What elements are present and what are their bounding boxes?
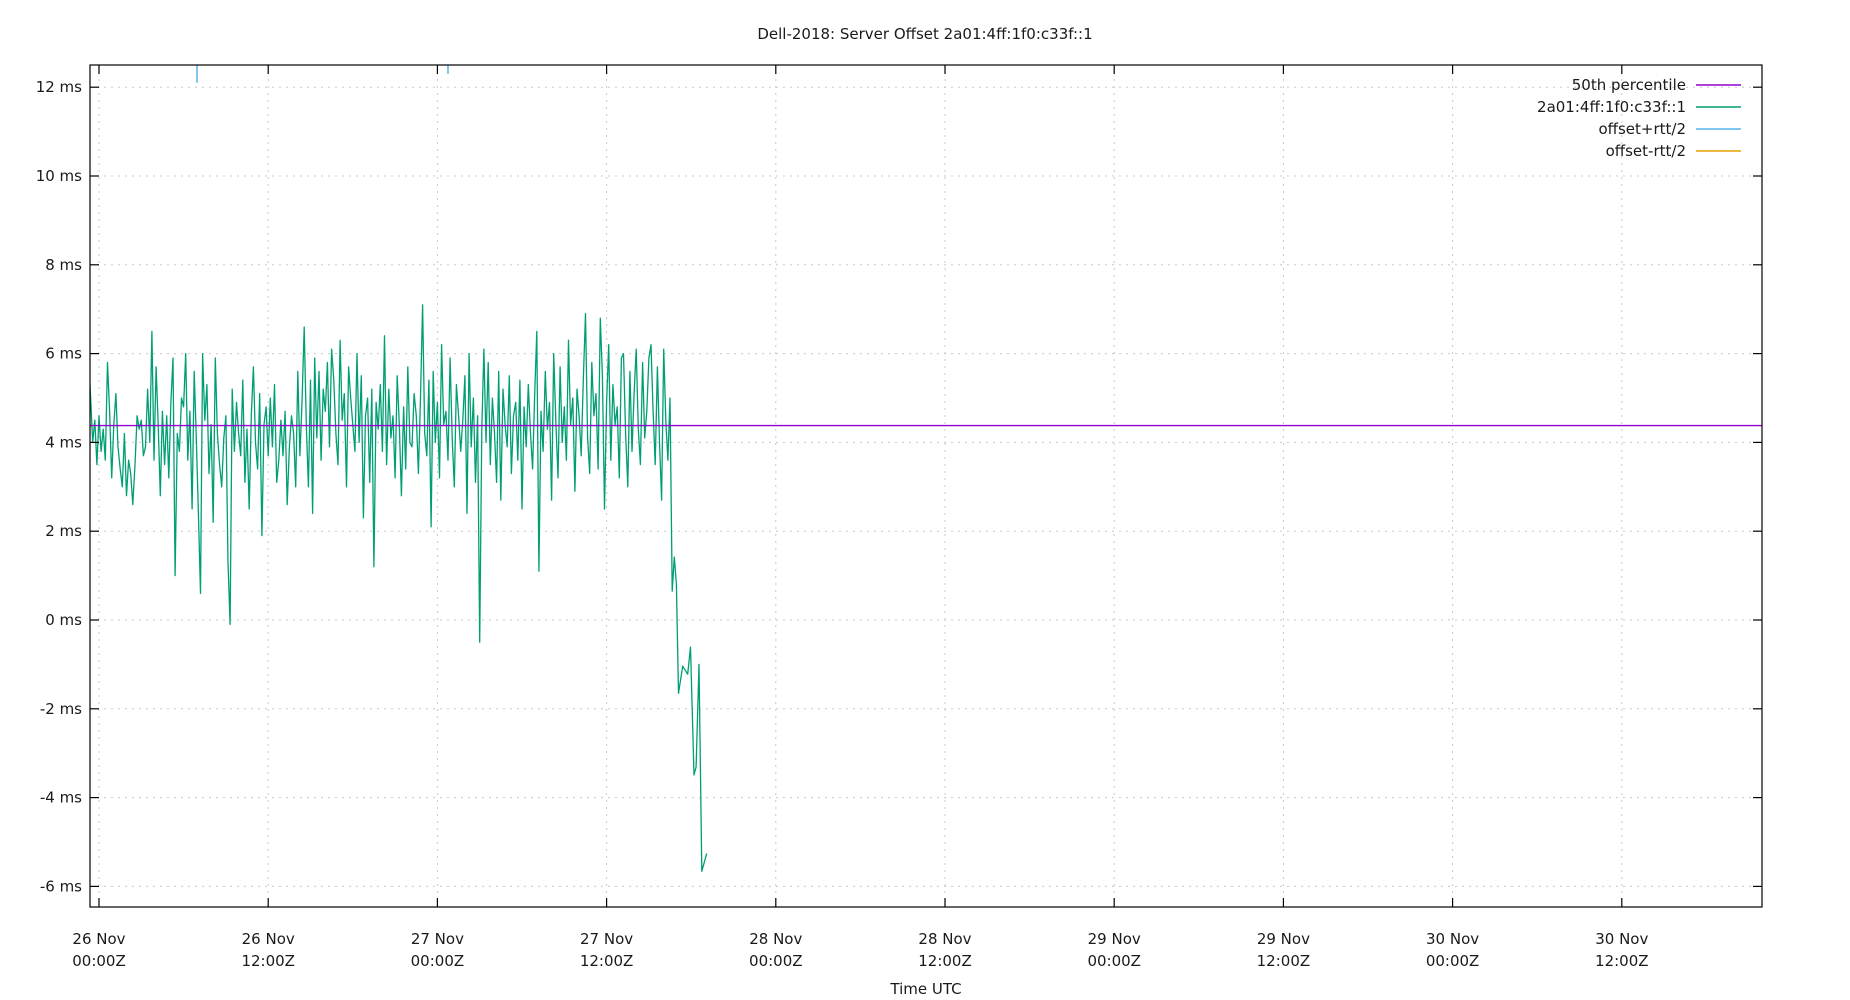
x-tick-label-time: 00:00Z (1087, 952, 1141, 970)
y-tick-label: 4 ms (45, 433, 82, 451)
x-tick-label-date: 26 Nov (72, 930, 125, 948)
x-tick-label-date: 29 Nov (1088, 930, 1141, 948)
x-tick-label-date: 30 Nov (1426, 930, 1479, 948)
y-tick-label: 6 ms (45, 345, 82, 363)
legend-label: 2a01:4ff:1f0:c33f::1 (1537, 98, 1686, 116)
x-tick-label-date: 26 Nov (242, 930, 295, 948)
x-tick-label-date: 29 Nov (1257, 930, 1310, 948)
y-tick-label: 2 ms (45, 522, 82, 540)
y-tick-label: -4 ms (40, 789, 82, 807)
y-tick-label: -2 ms (40, 700, 82, 718)
x-tick-label-date: 28 Nov (918, 930, 971, 948)
legend-label: 50th percentile (1572, 76, 1686, 94)
y-tick-label: 0 ms (45, 611, 82, 629)
plot-area (90, 65, 1762, 872)
x-tick-label-time: 00:00Z (411, 952, 465, 970)
x-tick-label-time: 00:00Z (1426, 952, 1480, 970)
series-line-offset (90, 304, 708, 872)
x-tick-label-date: 30 Nov (1595, 930, 1648, 948)
x-tick-label-date: 27 Nov (411, 930, 464, 948)
x-tick-label-time: 12:00Z (1595, 952, 1649, 970)
y-tick-label: 8 ms (45, 256, 82, 274)
x-tick-label-time: 00:00Z (749, 952, 803, 970)
x-axis: 26 Nov 00:00Z 26 Nov 12:00Z 27 Nov 00:00Z 27 N… (72, 65, 1649, 970)
y-axis: 12 ms 10 ms 8 ms 6 ms 4 ms 2 ms 0 ms -2 ms -4 ms… (36, 78, 1762, 895)
chart-title: Dell-2018: Server Offset 2a01:4ff:1f0:c3… (757, 25, 1092, 43)
x-tick-label-time: 12:00Z (1257, 952, 1311, 970)
y-tick-label: 12 ms (36, 78, 82, 96)
x-tick-label-date: 28 Nov (749, 930, 802, 948)
x-tick-label-time: 12:00Z (580, 952, 634, 970)
x-tick-label-time: 00:00Z (72, 952, 126, 970)
y-tick-label: -6 ms (40, 877, 82, 895)
y-tick-label: 10 ms (36, 167, 82, 185)
x-axis-label: Time UTC (889, 980, 961, 998)
x-tick-label-date: 27 Nov (580, 930, 633, 948)
x-tick-label-time: 12:00Z (241, 952, 295, 970)
plot-border (89, 64, 1763, 908)
legend-label: offset-rtt/2 (1606, 142, 1686, 160)
grid-lines (90, 65, 1762, 907)
x-tick-label-time: 12:00Z (918, 952, 972, 970)
legend-label: offset+rtt/2 (1598, 120, 1686, 138)
legend: 50th percentile2a01:4ff:1f0:c33f::1offse… (1537, 76, 1741, 160)
